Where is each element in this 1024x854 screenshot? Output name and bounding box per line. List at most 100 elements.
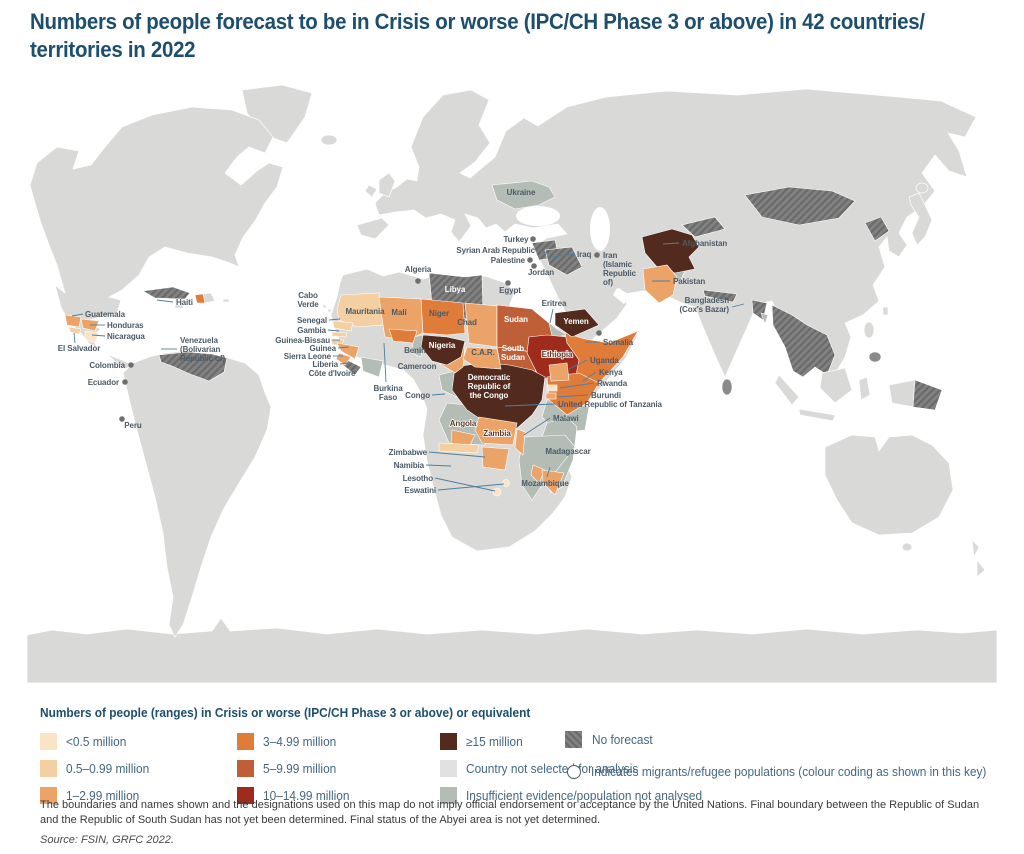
country-senegal [332,320,354,332]
continent-north-america [29,106,284,370]
map-label-text-ecuador: Ecuador [88,378,119,387]
leader-line-rwanda [559,382,595,389]
leader-line-el-salvador [73,332,76,344]
map-label-text-namibia: Namibia [394,461,425,470]
map-label-burundi: Burundi [556,391,621,400]
map-label-zimbabwe: Zimbabwe [389,448,486,458]
legend-item-1: 0.5–0.99 million [40,760,237,777]
map-label-tanzania: United Republic of Tanzania [504,400,663,409]
map-label-text-guinea-bissau: Guinea-Bissau [275,336,330,345]
leader-line-guatemala [71,313,84,317]
map-label-text-benin: Benin [404,346,426,355]
map-label-text-ethiopia: Ethiopia [542,350,573,359]
legend-item-5: 10–14.99 million [237,787,440,804]
island-mindanao [868,351,882,363]
map-label-text-madagascar: Madagascar [545,447,590,456]
map-label-sierra-leone: Sierra Leone [284,352,343,361]
country-benin [411,334,424,358]
map-label-text-nigeria: Nigeria [429,341,456,350]
leader-line-senegal [328,318,341,321]
island-borneo [819,367,853,404]
migrant-dot-colombia [128,362,134,368]
country-new-zealand [971,539,986,578]
country-drc [451,362,546,431]
map-label-text-honduras: Honduras [107,321,144,330]
islands-cabo-verde [322,304,327,309]
legend-item-no-forecast: No forecast [565,726,1007,753]
legend-ranges: <0.5 million 0.5–0.99 million 1–2.99 milli… [40,728,1000,809]
country-iceland [320,134,338,146]
country-venezuela [158,351,228,382]
map-label-text-venezuela: Venezuela (Bolivarian Republic of) [180,336,225,363]
region-coxs-bazar [760,312,769,325]
country-uganda [548,362,570,382]
map-label-mozambique: Mozambique [521,466,569,488]
country-australia [824,434,954,536]
legend-extra-column: No forecast Indicates migrants/refugee p… [565,726,1007,790]
island-luzon [863,321,875,339]
legend-label-3: 3–4.99 million [263,734,337,749]
map-label-guatemala: Guatemala [71,310,126,319]
map-label-text-uganda: Uganda [590,356,619,365]
map-label-yemen: Yemen [563,317,589,326]
map-label-cote-divoire: Côte d'Ivoire [309,369,357,378]
map-label-text-liberia: Liberia [312,360,338,369]
leader-line-burkina-faso [383,342,387,383]
country-yemen [554,308,600,338]
map-label-text-syrian-arab-republic: Syrian Arab Republic [456,246,535,255]
no-forecast-swatch [565,731,582,748]
continent-south-america [122,350,272,638]
legend-item-0: <0.5 million [40,733,237,750]
island-sumatra [774,374,800,406]
map-label-text-lesotho: Lesotho [403,474,434,483]
map-label-iraq: Iraq [550,250,592,259]
legend-swatch-3 [237,733,254,750]
leader-line-zimbabwe [428,451,486,458]
map-label-text-haiti: Haiti [176,298,193,307]
country-rwanda [546,384,558,392]
leader-line-eswatini [437,483,505,491]
map-label-text-palestine: Palestine [491,256,526,265]
map-label-text-guinea: Guinea [309,344,336,353]
map-label-mauritania: Mauritania [345,307,385,316]
leader-line-haiti [156,299,174,303]
legend-label-2: 1–2.99 million [66,788,140,803]
country-japan [908,192,933,246]
country-lesotho [492,487,502,497]
source-note: Source: FSIN, GRFC 2022. [40,834,174,846]
migrant-dot-turkey [530,236,536,242]
country-papua-new-guinea [912,379,943,411]
map-label-pakistan: Pakistan [652,277,705,286]
map-label-text-peru: Peru [124,421,142,430]
legend-swatch-8 [440,787,457,804]
country-guatemala [64,314,82,328]
island-puerto-rico [222,298,230,303]
map-label-ethiopia: Ethiopia [541,349,574,360]
map-label-jordan: Jordan [528,263,554,277]
migrants-label: Indicates migrants/refugee populations (… [591,764,987,779]
country-gambia [331,331,348,338]
map-label-text-rwanda: Rwanda [597,379,628,388]
country-zimbabwe [481,446,510,471]
map-label-colombia: Colombia [89,361,134,370]
leader-line-uganda [568,359,588,370]
island-taiwan [882,306,889,316]
map-label-text-car: C.A.R. [471,348,494,357]
map-label-algeria: Algeria [405,265,432,284]
country-nicaragua [84,330,100,344]
map-label-nicaragua: Nicaragua [91,332,146,341]
map-label-madagascar: Madagascar [545,447,590,456]
map-label-text-ukraine: Ukraine [507,188,536,197]
map-label-text-tanzania: United Republic of Tanzania [558,400,662,409]
country-ireland [364,184,378,198]
map-label-drc: Democratic Republic of the Congo [468,373,511,400]
country-zambia [474,416,518,446]
country-malawi [514,428,526,456]
legend-label-8: Insufficient evidence/population not ana… [466,788,703,803]
map-label-text-algeria: Algeria [405,265,432,274]
map-label-text-iraq: Iraq [577,250,591,259]
map-label-sudan: Sudan [504,315,528,324]
map-label-senegal: Senegal [297,316,341,325]
map-label-text-zimbabwe: Zimbabwe [389,448,428,457]
leader-line-namibia [425,464,452,467]
